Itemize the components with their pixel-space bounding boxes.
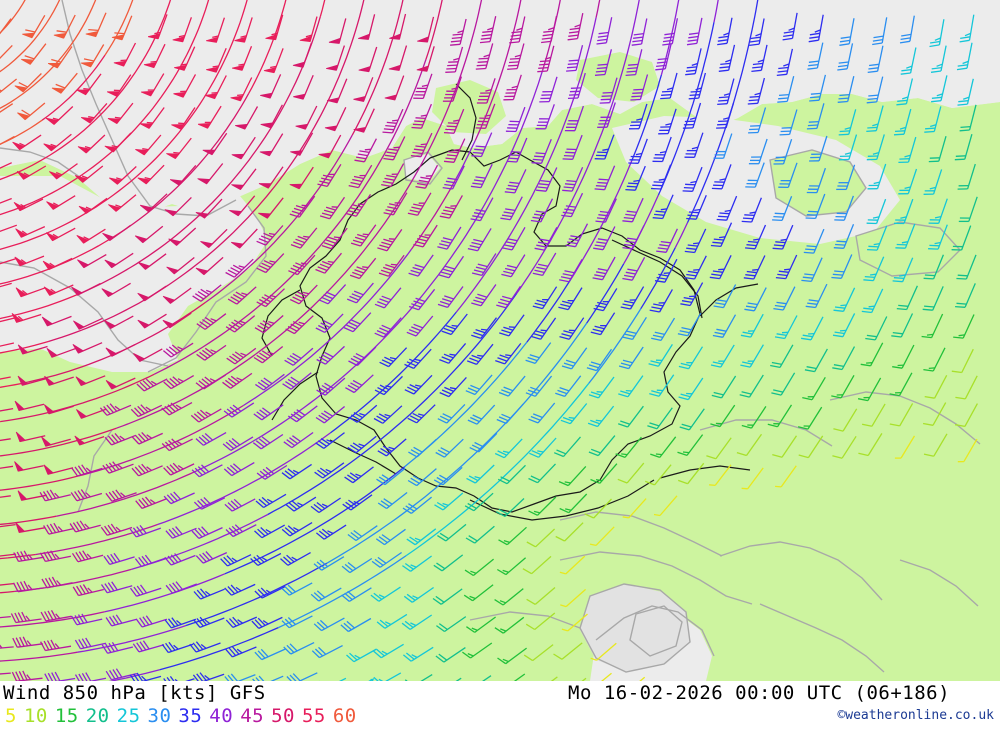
legend-entry-45kt: 45: [240, 705, 265, 727]
wind-barb-layer: [0, 12, 978, 681]
legend-entry-30kt: 30: [147, 705, 172, 727]
legend-entry-15kt: 15: [54, 705, 79, 727]
legend-entry-55kt: 55: [301, 705, 326, 727]
speed-legend: 5 10 15 20 25 30 35 40 45 50 55 60: [5, 705, 364, 727]
legend-entry-40kt: 40: [209, 705, 234, 727]
legend-entry-10kt: 10: [23, 705, 48, 727]
legend-entry-50kt: 50: [271, 705, 295, 727]
legend-entry-5kt: 5: [5, 705, 17, 727]
wind-map-svg[interactable]: [0, 0, 1000, 681]
legend-entry-20kt: 20: [85, 705, 110, 727]
map-panel[interactable]: [0, 0, 1000, 681]
valid-time-label: Mo 16-02-2026 00:00 UTC (06+186): [568, 682, 951, 704]
copyright-label: ©weatheronline.co.uk: [837, 708, 994, 723]
footer-bar: Wind 850 hPa [kts] GFS Mo 16-02-2026 00:…: [0, 681, 1000, 733]
legend-entry-60kt: 60: [332, 705, 357, 727]
legend-entry-25kt: 25: [116, 705, 141, 727]
legend-entry-35kt: 35: [178, 705, 203, 727]
land-layer: [0, 52, 1000, 681]
parameter-title: Wind 850 hPa [kts] GFS: [3, 682, 266, 704]
coastline-layer: [0, 0, 981, 673]
